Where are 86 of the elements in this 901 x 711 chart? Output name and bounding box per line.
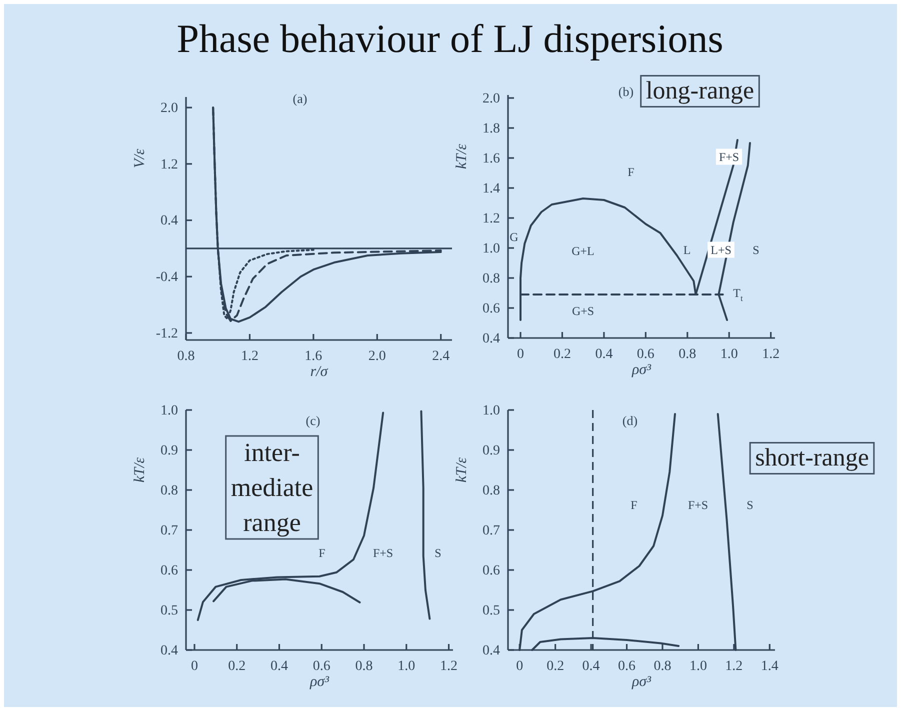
y-tick-label: 0.9: [482, 443, 500, 458]
y-tick-label: 1.4: [482, 181, 500, 196]
x-tick-label: 0.6: [618, 658, 636, 674]
y-tick-label: 0.5: [482, 603, 500, 618]
annotation: G+S: [572, 304, 594, 318]
x-tick-label: 1.2: [240, 348, 258, 364]
annotation: L: [683, 242, 691, 257]
y-tick-label: -1.2: [156, 326, 178, 342]
x-axis-title: ρσ³: [630, 362, 652, 378]
y-tick-label: 0.4: [160, 214, 178, 229]
x-tick-label: 1.2: [762, 346, 780, 362]
x-tick-label: 1.0: [689, 658, 707, 674]
x-tick-label: 0.6: [636, 346, 654, 362]
y-tick-label: 0.6: [482, 301, 500, 316]
x-tick-label: 0.8: [678, 346, 696, 362]
annotation: F: [628, 164, 635, 179]
annotation: T$_{t}$: [733, 286, 744, 302]
chart-title: Phase behaviour of LJ dispersions: [176, 16, 724, 61]
annotation: (d): [622, 412, 638, 428]
y-axis-title: kT/ε: [132, 457, 148, 483]
x-tick-label: 0: [516, 658, 524, 674]
y-axis-title: kT/ε: [454, 457, 470, 483]
x-tick-label: 2.0: [368, 348, 386, 364]
y-tick-label: 0.9: [160, 443, 178, 458]
y-tick-label: 1.2: [160, 157, 178, 172]
x-tick-label: 0.2: [546, 658, 564, 674]
x-tick-label: 1.0: [720, 346, 738, 362]
x-tick-label: 0: [517, 346, 524, 362]
x-tick-label: 2.4: [432, 348, 450, 364]
x-tick-label: 1.2: [725, 658, 743, 674]
x-tick-label: 0: [190, 658, 198, 674]
annotation: G+L: [572, 244, 594, 258]
y-tick-label: -0.4: [156, 270, 178, 286]
annotation: (c): [306, 412, 320, 428]
annotation: S: [434, 546, 442, 560]
y-tick-label: 0.8: [482, 483, 500, 498]
annotation: F+S: [688, 498, 708, 512]
y-axis-title: V/ε: [132, 148, 148, 168]
annotation: long-range: [646, 78, 754, 105]
y-tick-label: 1.2: [482, 211, 500, 226]
y-tick-label: 0.7: [482, 523, 500, 538]
y-tick-label: 1.0: [160, 403, 178, 418]
y-tick-label: 1.0: [482, 241, 500, 256]
annotation: (a): [292, 90, 308, 106]
x-tick-label: 1.0: [398, 658, 416, 674]
y-tick-label: 2.0: [482, 91, 500, 106]
y-tick-label: 0.4: [482, 643, 500, 658]
y-tick-label: 1.6: [482, 151, 500, 166]
x-tick-label: 0.8: [177, 348, 195, 364]
y-tick-label: 0.4: [482, 331, 500, 346]
x-axis-title: r/σ: [310, 364, 328, 380]
x-tick-label: 0.4: [270, 658, 288, 674]
annotation: S: [746, 498, 754, 512]
y-axis-title: kT/ε: [454, 144, 470, 170]
x-tick-label: 0.8: [654, 658, 672, 674]
y-tick-label: 0.4: [160, 643, 178, 658]
x-tick-label: 1.6: [304, 348, 322, 364]
y-tick-label: 0.8: [160, 483, 178, 498]
x-tick-label: 0.8: [355, 658, 373, 674]
y-tick-label: 1.8: [482, 121, 500, 136]
x-tick-label: 0.4: [582, 658, 600, 674]
annotation: S: [752, 242, 760, 257]
x-tick-label: 0.2: [553, 346, 571, 362]
x-axis-title: ρσ³: [308, 674, 330, 690]
annotation: F+S: [718, 150, 740, 164]
annotation: G: [510, 230, 519, 244]
annotation: F+S: [372, 546, 394, 560]
annotation: F: [630, 498, 638, 512]
annotation: (b): [618, 84, 634, 99]
y-tick-label: 0.5: [160, 603, 178, 618]
x-tick-label: 0.6: [312, 658, 330, 674]
annotation: inter- mediate range: [230, 438, 314, 537]
x-tick-label: 1.2: [440, 658, 458, 674]
x-tick-label: 1.4: [760, 658, 778, 674]
y-tick-label: 0.6: [482, 563, 500, 578]
x-tick-label: 0.4: [595, 346, 613, 362]
x-axis-title: ρσ³: [630, 674, 652, 690]
annotation: F: [318, 546, 326, 560]
y-tick-label: 2.0: [160, 101, 178, 116]
annotation: short-range: [755, 444, 869, 472]
y-tick-label: 0.7: [160, 523, 178, 538]
x-tick-label: 0.2: [228, 658, 246, 674]
y-tick-label: 0.6: [160, 563, 178, 578]
y-tick-label: 1.0: [482, 403, 500, 418]
y-tick-label: 0.8: [482, 271, 500, 286]
annotation: L+S: [710, 242, 732, 257]
